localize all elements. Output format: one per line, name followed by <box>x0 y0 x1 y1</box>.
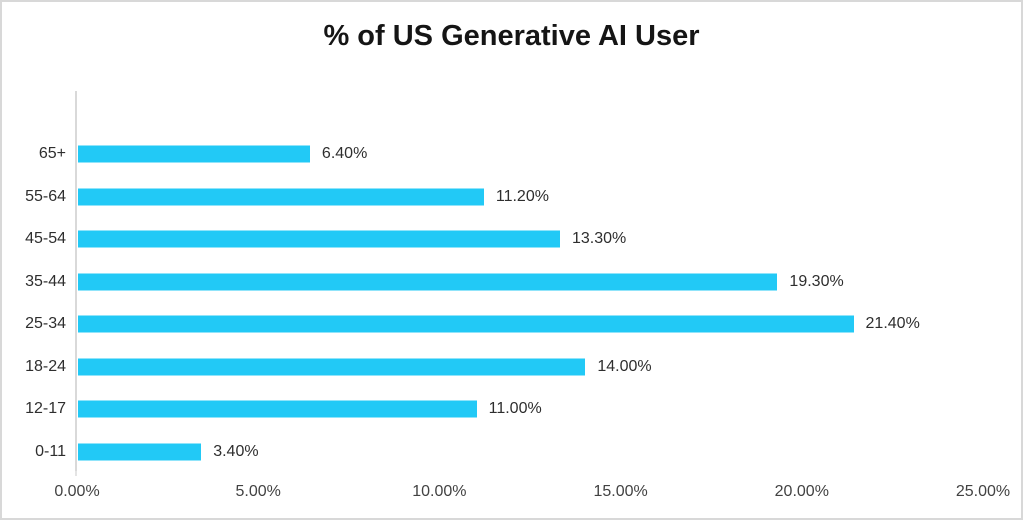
value-label: 11.00% <box>488 400 542 417</box>
bar-row: 18-24 14.00% <box>2 345 1021 388</box>
bar <box>78 443 202 460</box>
bar-row: 0-11 3.40% <box>2 430 1021 473</box>
x-axis-tick-label: 25.00% <box>955 483 1011 500</box>
bar-row: 55-64 11.20% <box>2 175 1021 218</box>
x-axis-tick-label: 20.00% <box>774 483 829 500</box>
chart-title: % of US Generative AI User <box>323 20 700 52</box>
category-label: 65+ <box>38 145 66 162</box>
value-label: 14.00% <box>597 357 652 375</box>
bar <box>78 315 854 333</box>
value-label: 6.40% <box>321 145 368 162</box>
category-label: 45-54 <box>25 230 66 247</box>
category-label: 0-11 <box>35 442 66 460</box>
bar-row: 25-34 21.40% <box>2 303 1021 346</box>
category-label: 25-34 <box>25 315 66 332</box>
value-label: 11.20% <box>495 187 549 205</box>
x-axis-tick-label: 10.00% <box>412 483 467 500</box>
bar-row: 65+ 6.40% <box>2 133 1021 176</box>
y-axis-tick <box>75 471 77 476</box>
y-axis-line <box>75 91 77 471</box>
category-label: 55-64 <box>25 187 66 205</box>
category-label: 12-17 <box>25 400 66 417</box>
value-label: 13.30% <box>571 230 627 247</box>
bar <box>78 358 586 375</box>
x-axis-tick-label: 5.00% <box>235 483 281 500</box>
value-label: 19.30% <box>789 272 844 290</box>
category-label: 35-44 <box>25 272 66 290</box>
bar-row: 12-17 11.00% <box>2 388 1021 431</box>
category-label: 18-24 <box>25 357 66 375</box>
bar <box>78 145 310 163</box>
bar <box>78 230 560 248</box>
x-axis-tick-label: 0.00% <box>54 483 100 500</box>
value-label: 3.40% <box>213 442 259 460</box>
bar <box>78 273 778 290</box>
value-label: 21.40% <box>865 315 920 332</box>
bar-row: 45-54 13.30% <box>2 218 1021 261</box>
x-axis-tick-label: 15.00% <box>593 483 648 500</box>
bar-row: 35-44 19.30% <box>2 260 1021 303</box>
bar <box>78 188 484 205</box>
bar <box>78 400 477 418</box>
